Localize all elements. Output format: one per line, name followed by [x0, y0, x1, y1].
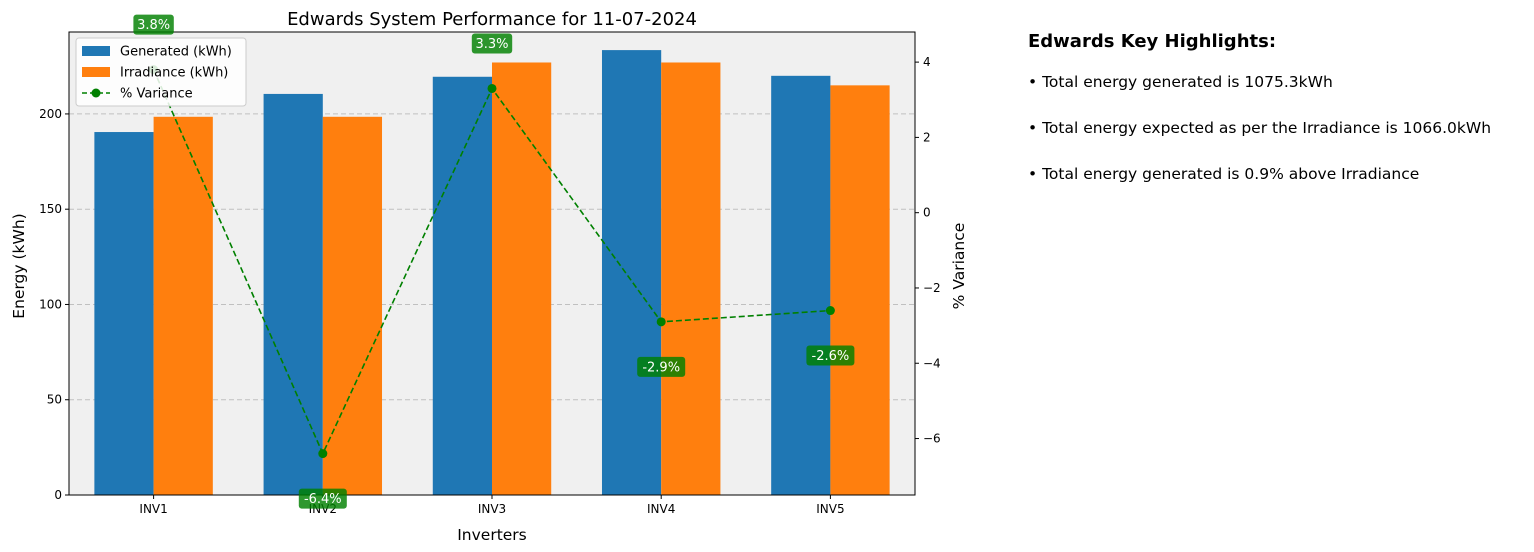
bar-irradiance [492, 62, 552, 495]
variance-label-box [806, 345, 855, 366]
legend-label: Generated (kWh) [120, 45, 232, 60]
axes [65, 31, 919, 499]
legend-label: Irradiance (kWh) [120, 66, 228, 81]
legend: Generated (kWh) Irradiance (kWh) % Varianc… [75, 37, 247, 107]
legend-swatch [82, 46, 110, 56]
legend-label: % Variance [120, 87, 193, 102]
variance-label-box [133, 14, 174, 35]
legend-swatch [82, 67, 110, 77]
y2-axis-label: % Variance [950, 223, 968, 310]
variance-point [487, 83, 497, 93]
variance-label-box [471, 33, 513, 54]
chart-title: Edwards System Performance for 11-07-202… [287, 9, 697, 30]
highlight-item: • Total energy generated is 0.9% above I… [1028, 165, 1420, 183]
variance-point [825, 306, 835, 316]
variance-point [318, 449, 328, 459]
y2-tick-label: 4 [923, 55, 931, 69]
bar-irradiance [661, 62, 721, 495]
variance-label-box [298, 488, 347, 509]
variance-labels: 3.8% -6.4% 3.3% -2.9% -2.6% [133, 14, 855, 509]
x-tick-label: INV5 [816, 502, 844, 516]
x-tick-label: INV1 [139, 502, 167, 516]
variance-label: 3.3% [475, 37, 508, 52]
bar-generated [771, 75, 831, 495]
y-tick-label: 200 [39, 107, 62, 121]
bar-irradiance [153, 116, 213, 496]
key-highlights-panel: Edwards Key Highlights: • Total energy g… [1028, 30, 1528, 210]
variance-label: -2.9% [642, 360, 680, 375]
bar-irradiance [322, 116, 383, 496]
bar-generated [94, 132, 154, 495]
y-tick-label: 100 [39, 297, 62, 311]
highlight-item: • Total energy expected as per the Irrad… [1028, 119, 1492, 137]
bar-generated [601, 50, 662, 495]
bar-generated [263, 93, 323, 496]
bar-generated [432, 76, 492, 495]
highlights-title: Edwards Key Highlights: [1028, 31, 1277, 52]
variance-label-box [637, 356, 686, 377]
y2-tick-label: 2 [923, 130, 931, 144]
x-tick-label: INV3 [478, 502, 506, 516]
y-axis-label: Energy (kWh) [10, 213, 28, 318]
bar-irradiance [830, 85, 890, 495]
legend-box [75, 37, 247, 107]
x-tick-label: INV4 [647, 502, 675, 516]
legend-marker [91, 88, 101, 98]
y-tick-label: 0 [54, 488, 62, 502]
y2-tick-label: −4 [923, 356, 941, 370]
variance-label: -6.4% [304, 492, 342, 507]
variance-label: 3.8% [137, 18, 170, 33]
y2-tick-label: 0 [923, 206, 931, 220]
x-axis-label: Inverters [457, 526, 527, 544]
variance-point [656, 317, 666, 327]
y-tick-label: 150 [39, 202, 62, 216]
highlight-item: • Total energy generated is 1075.3kWh [1028, 73, 1333, 91]
variance-label: -2.6% [812, 349, 850, 364]
y2-tick-label: −2 [923, 281, 941, 295]
y-tick-label: 50 [47, 393, 62, 407]
y2-tick-label: −6 [923, 432, 941, 446]
